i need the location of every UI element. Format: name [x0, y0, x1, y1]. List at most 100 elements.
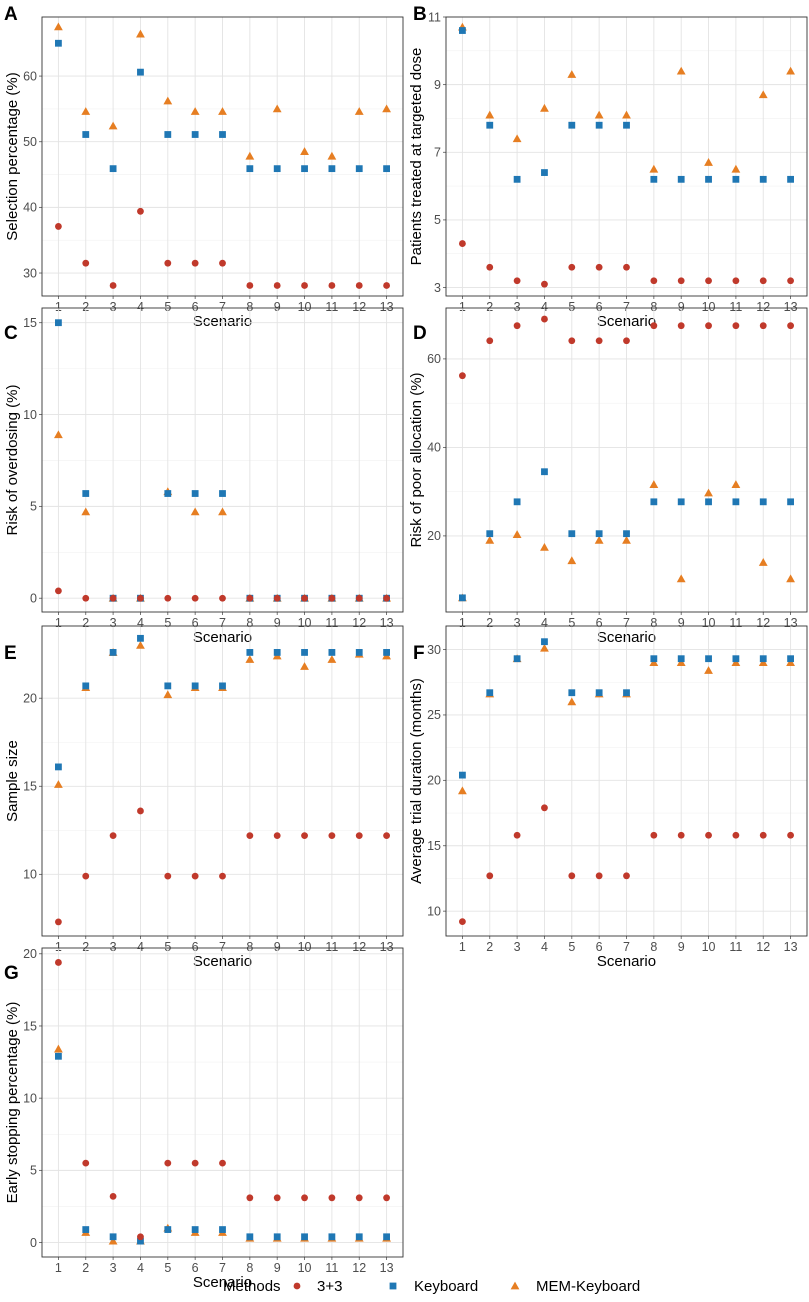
y-tick-label: 50	[23, 135, 37, 149]
data-point	[301, 594, 308, 602]
data-point	[459, 594, 466, 602]
x-tick-label: 10	[298, 616, 312, 630]
x-axis-title: Scenario	[193, 1274, 252, 1291]
y-tick-label: 10	[23, 408, 37, 422]
data-point	[55, 39, 62, 47]
data-point	[677, 175, 685, 183]
x-tick-label: 9	[274, 1261, 281, 1275]
y-tick-label: 10	[427, 904, 441, 918]
x-tick-label: 9	[678, 616, 685, 630]
x-tick-label: 13	[784, 940, 798, 954]
data-point	[486, 263, 494, 271]
data-point	[301, 832, 308, 840]
data-point	[246, 282, 254, 289]
x-tick-label: 10	[702, 300, 716, 314]
data-point	[649, 164, 659, 173]
data-point	[190, 507, 200, 516]
series-keyboard	[459, 468, 794, 602]
data-point	[541, 169, 548, 176]
series-3-3	[459, 804, 794, 926]
data-point	[541, 638, 548, 646]
data-point	[459, 771, 466, 779]
data-point	[732, 498, 740, 506]
data-point	[354, 107, 364, 115]
series-keyboard	[459, 638, 794, 779]
data-point	[705, 322, 712, 330]
panel-letter: D	[413, 323, 427, 344]
data-point	[245, 151, 255, 160]
y-tick-label: 25	[427, 708, 441, 722]
data-point	[676, 658, 686, 667]
x-tick-label: 4	[541, 616, 548, 630]
y-tick-label: 5	[434, 213, 441, 227]
data-point	[164, 1159, 172, 1167]
data-point	[219, 259, 226, 267]
x-tick-label: 3	[110, 1261, 117, 1275]
data-point	[459, 240, 466, 247]
x-tick-label: 10	[298, 300, 312, 314]
data-point	[328, 649, 336, 656]
y-tick-label: 30	[427, 643, 441, 657]
y-tick-label: 30	[23, 266, 37, 280]
data-point	[540, 542, 549, 551]
data-point	[273, 832, 281, 840]
x-tick-label: 6	[596, 300, 603, 314]
data-point	[704, 666, 713, 674]
data-point	[649, 658, 659, 667]
x-tick-label: 12	[756, 300, 770, 314]
x-tick-label: 8	[246, 940, 253, 954]
x-tick-label: 8	[650, 300, 657, 314]
data-point	[55, 319, 62, 327]
data-point	[355, 165, 363, 173]
x-tick-label: 11	[325, 300, 338, 314]
data-point	[273, 282, 281, 289]
series-3-3	[55, 807, 390, 926]
data-point	[759, 831, 767, 839]
data-point	[55, 1052, 62, 1060]
data-point	[485, 535, 495, 544]
data-point	[459, 27, 466, 34]
x-tick-label: 4	[137, 616, 144, 630]
data-point	[540, 643, 549, 652]
panel-border	[445, 16, 808, 297]
x-tick-label: 6	[192, 300, 199, 314]
data-point	[137, 1237, 144, 1245]
x-tick-label: 2	[82, 300, 89, 314]
data-point	[623, 530, 630, 538]
legend: Methods 3+3 Keyboard MEM-Keyboard	[223, 1278, 640, 1295]
data-point	[486, 689, 494, 697]
x-tick-label: 13	[784, 616, 798, 630]
x-tick-label: 11	[325, 940, 338, 954]
legend-key-triangle	[510, 1281, 520, 1290]
series-keyboard	[55, 1052, 390, 1245]
data-point	[355, 832, 363, 840]
data-point	[246, 832, 254, 840]
data-point	[541, 468, 548, 476]
x-tick-label: 1	[55, 940, 62, 954]
x-tick-label: 10	[298, 1261, 312, 1275]
data-point	[55, 763, 62, 771]
data-point	[355, 594, 363, 602]
data-point	[82, 594, 90, 602]
x-tick-label: 3	[110, 300, 117, 314]
x-tick-label: 2	[486, 616, 493, 630]
data-point	[81, 107, 91, 115]
data-point	[759, 655, 767, 663]
data-point	[541, 804, 548, 812]
data-point	[486, 121, 494, 129]
panel-letter: B	[413, 4, 427, 25]
series-3-3	[55, 587, 390, 602]
x-tick-label: 9	[274, 300, 281, 314]
x-tick-label: 7	[219, 300, 226, 314]
y-axis-title: Early stopping percentage (%)	[4, 1002, 21, 1204]
data-point	[163, 690, 173, 699]
panel-letter: G	[4, 963, 19, 984]
x-tick-label: 6	[192, 616, 199, 630]
data-point	[219, 1159, 226, 1167]
x-tick-label: 4	[137, 300, 144, 314]
x-tick-label: 1	[55, 300, 62, 314]
data-point	[383, 165, 390, 173]
data-point	[82, 490, 90, 497]
